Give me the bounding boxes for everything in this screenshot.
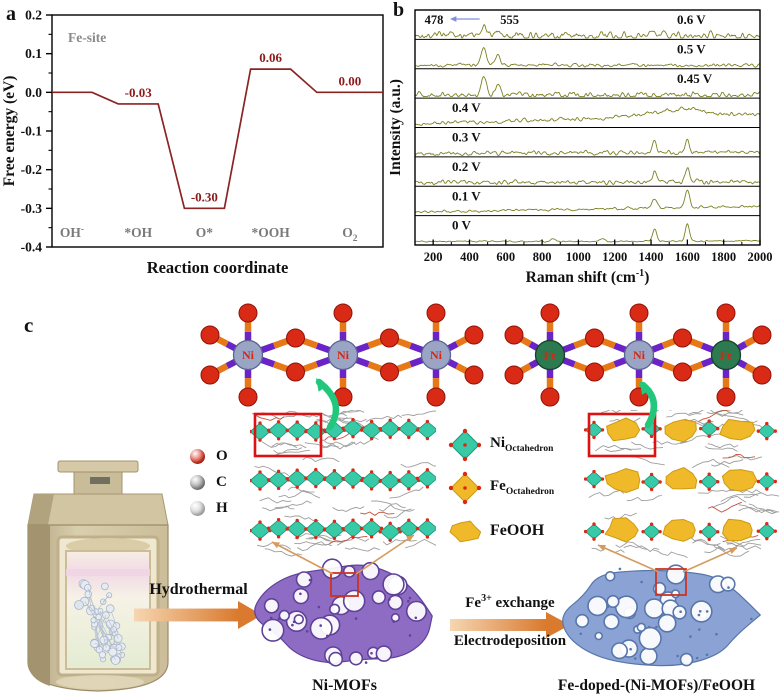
svg-text:0.0: 0.0 <box>25 85 42 100</box>
ni-octahedron-label: Ni <box>490 435 505 451</box>
ni-octahedra-chain-structure: Ni Ni Ni <box>200 303 484 407</box>
svg-text:Ni: Ni <box>633 348 646 362</box>
fe-doped-mofs-structure <box>562 564 762 667</box>
svg-text:-0.2: -0.2 <box>21 162 43 177</box>
ni-mofs-label: Ni-MOFs <box>312 677 377 694</box>
svg-text:0.45 V: 0.45 V <box>677 71 713 86</box>
raman-curve-0.45V <box>414 75 761 98</box>
panel-c-label: c <box>24 313 34 337</box>
svg-text:600: 600 <box>496 250 515 264</box>
legend-row-feooh: FeOOH <box>448 509 554 552</box>
svg-text:0.06: 0.06 <box>259 50 282 65</box>
octahedron-legend: NiOctahedron FeOctahedron FeOOH <box>448 423 554 552</box>
svg-text:0.00: 0.00 <box>339 73 362 88</box>
atom-legend-row-c: C <box>190 469 228 495</box>
svg-text:-0.3: -0.3 <box>21 201 43 216</box>
svg-text:b: b <box>393 0 404 21</box>
fe-doped-layered-structure <box>584 410 779 559</box>
svg-text:555: 555 <box>500 13 519 27</box>
svg-text:O*: O* <box>196 225 214 240</box>
atom-label-o: O <box>216 447 228 464</box>
legend-row-ni-octahedron: NiOctahedron <box>448 423 554 466</box>
panel-c-schematic: c Ni Ni Ni Fe Ni Fe O C H NiOctahedron <box>0 285 779 698</box>
raman-curve-0.3V <box>414 138 761 156</box>
svg-text:0.2: 0.2 <box>25 8 42 23</box>
svg-text:1600: 1600 <box>675 250 700 264</box>
svg-text:Raman shift (cm-1): Raman shift (cm-1) <box>526 268 650 286</box>
legend-row-fe-octahedron: FeOctahedron <box>448 466 554 509</box>
svg-text:OH-: OH- <box>60 225 84 240</box>
fe-ni-octahedra-chain-structure: Fe Ni Fe <box>504 303 772 407</box>
raman-curve-0.1V <box>414 189 761 214</box>
electrodeposition-arrow <box>450 612 570 638</box>
atom-legend-row-o: O <box>190 443 228 469</box>
svg-text:a: a <box>6 3 16 25</box>
svg-text:Ni: Ni <box>337 348 350 362</box>
raman-curve-0.2V <box>414 167 761 186</box>
hydrothermal-label: Hydrothermal <box>149 581 248 598</box>
svg-text:*OOH: *OOH <box>251 225 290 240</box>
svg-text:-0.1: -0.1 <box>21 124 43 139</box>
svg-text:0.3 V: 0.3 V <box>452 130 481 145</box>
svg-text:-0.30: -0.30 <box>191 189 218 204</box>
svg-text:478: 478 <box>425 13 444 27</box>
svg-text:Fe-site: Fe-site <box>68 30 106 45</box>
svg-text:1800: 1800 <box>711 250 736 264</box>
svg-text:Free energy (eV): Free energy (eV) <box>1 76 18 187</box>
fe-octahedron-label: Fe <box>490 478 506 494</box>
raman-curve-0V <box>414 223 761 243</box>
atom-label-h: H <box>216 499 228 516</box>
svg-text:0.5 V: 0.5 V <box>677 41 706 56</box>
svg-text:0.6 V: 0.6 V <box>677 12 706 27</box>
oxygen-sphere-icon <box>190 448 205 464</box>
fe-exchange-label: Fe3+ exchange <box>465 593 555 611</box>
svg-text:Fe: Fe <box>544 348 557 362</box>
atom-label-c: C <box>216 473 227 490</box>
raman-spectra-chart: 0.6 V 0.5 V 0.45 V 0.4 V 0.3 V 0.2 V 0.1 V 0 V 2… <box>390 0 773 286</box>
atom-legend: O C H <box>190 443 228 521</box>
raman-curve-0.4V <box>414 106 761 126</box>
hydrothermal-arrow <box>134 601 262 629</box>
svg-text:800: 800 <box>533 250 552 264</box>
electrodeposition-label: Electrodeposition <box>453 633 567 649</box>
svg-text:0.2 V: 0.2 V <box>452 159 481 174</box>
ni-mofs-structure <box>254 558 433 667</box>
svg-text:-0.03: -0.03 <box>125 85 153 100</box>
svg-text:400: 400 <box>460 250 479 264</box>
svg-text:O2: O2 <box>342 225 358 244</box>
svg-text:0.1: 0.1 <box>25 46 42 61</box>
free-energy-chart: 0.2 0.1 0.0 -0.1 -0.2 -0.3 -0.4 -0.03 -0.30 0.06 0… <box>1 3 384 277</box>
raman-curve-0.6V <box>414 23 761 39</box>
autoclave-illustration <box>27 460 169 692</box>
ni-mof-layered-structure <box>250 410 436 557</box>
svg-text:Intensity (a.u.): Intensity (a.u.) <box>390 79 404 176</box>
ni-octahedron-sublabel: Octahedron <box>505 444 554 454</box>
svg-text:1000: 1000 <box>566 250 591 264</box>
svg-text:0.4 V: 0.4 V <box>452 100 481 115</box>
raman-curve-0.5V <box>414 47 761 68</box>
svg-text:1200: 1200 <box>602 250 627 264</box>
hydrogen-sphere-icon <box>190 500 205 516</box>
fe-octahedron-icon <box>448 471 482 504</box>
svg-text:2000: 2000 <box>748 250 773 264</box>
svg-text:0 V: 0 V <box>452 218 472 233</box>
svg-text:-0.4: -0.4 <box>21 240 43 255</box>
svg-text:200: 200 <box>424 250 443 264</box>
svg-text:1400: 1400 <box>639 250 664 264</box>
svg-text:0.1 V: 0.1 V <box>452 188 481 203</box>
svg-text:*OH: *OH <box>124 225 152 240</box>
ni-octahedron-icon <box>448 428 482 461</box>
feooh-label: FeOOH <box>490 521 545 539</box>
atom-legend-row-h: H <box>190 495 228 521</box>
feooh-blob-icon <box>449 520 482 542</box>
fe-doped-label: Fe-doped-(Ni-MOFs)/FeOOH <box>557 677 756 694</box>
svg-text:Ni: Ni <box>242 348 255 362</box>
svg-text:Reaction coordinate: Reaction coordinate <box>147 258 289 277</box>
svg-text:Fe: Fe <box>720 348 733 362</box>
svg-text:Ni: Ni <box>430 348 443 362</box>
carbon-sphere-icon <box>190 474 205 490</box>
fe-octahedron-sublabel: Octahedron <box>505 487 555 497</box>
